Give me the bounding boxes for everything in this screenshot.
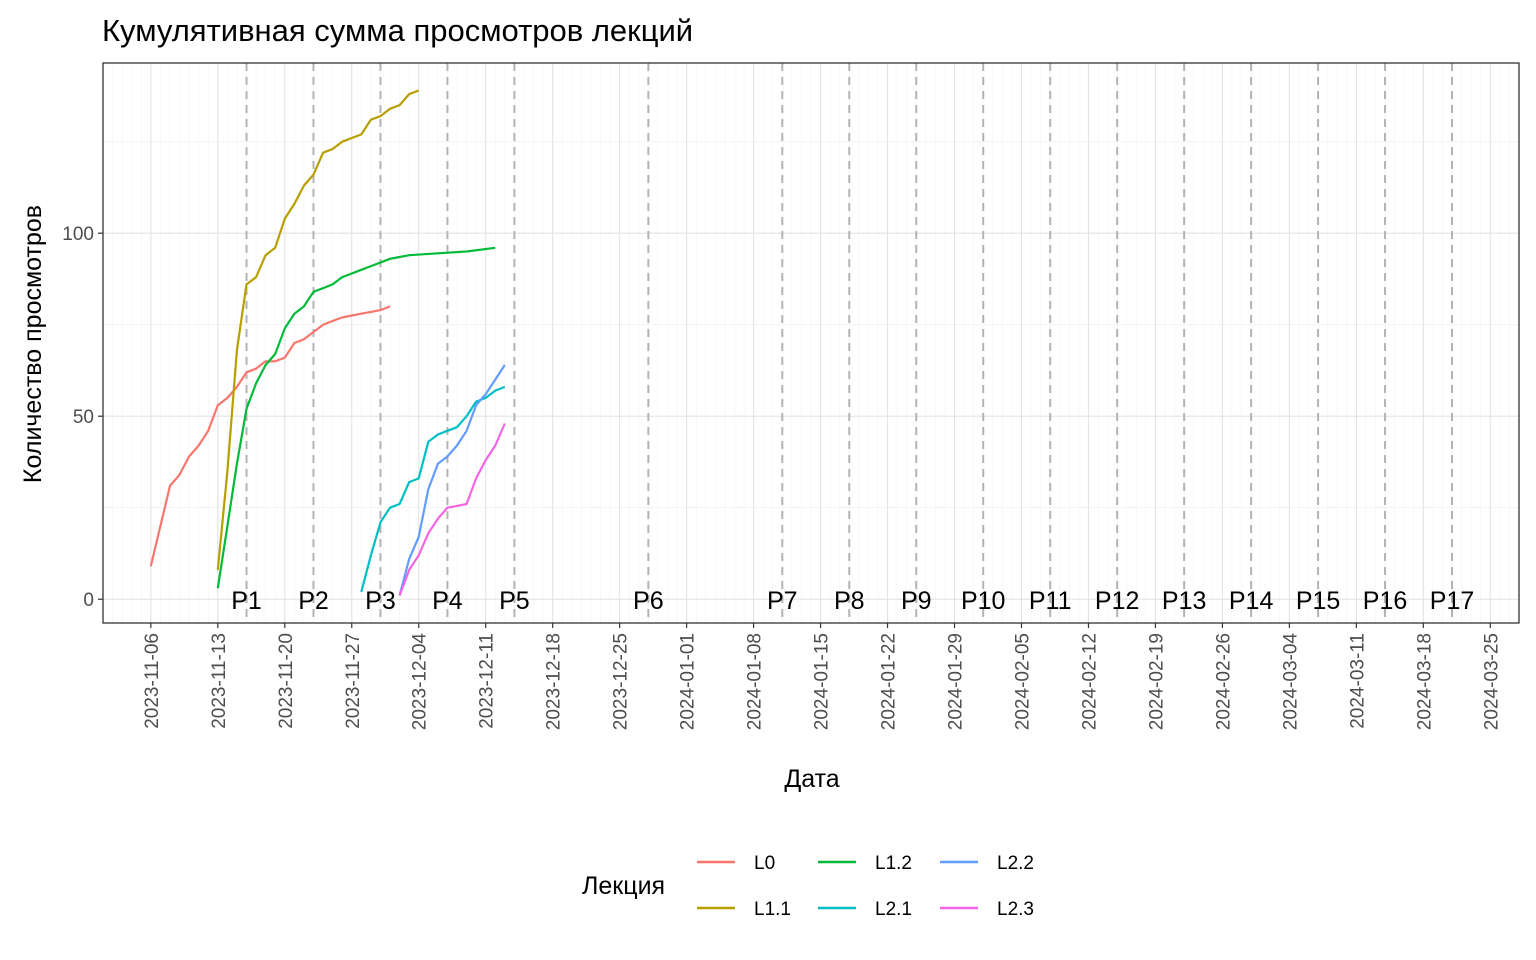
x-tick-label: 2024-01-29 (946, 633, 967, 730)
legend: Лекция L0 L1.1 L1.2 L2.1 L2.2 L2.3 (582, 853, 1034, 920)
series-lines (149, 89, 506, 596)
x-tick-label: 2024-02-05 (1012, 633, 1033, 730)
legend-label-l2-3: L2.3 (997, 899, 1034, 920)
legend-label-l2-2: L2.2 (997, 853, 1034, 874)
period-label-p14: P14 (1229, 587, 1274, 615)
period-label-p13: P13 (1162, 587, 1206, 615)
x-tick-label: 2024-01-22 (879, 633, 900, 730)
legend-label-l0: L0 (754, 853, 775, 874)
x-tick-label: 2024-02-19 (1146, 633, 1167, 730)
period-label-p16: P16 (1363, 587, 1407, 615)
period-label-p1: P1 (231, 587, 262, 615)
x-tick-label: 2024-01-15 (812, 633, 833, 730)
x-tick-label: 2023-11-13 (209, 633, 230, 729)
x-tick-label: 2024-02-12 (1079, 633, 1100, 730)
series-line-l2-2 (398, 364, 506, 596)
x-tick-label: 2023-12-11 (477, 633, 498, 729)
y-tick-label: 0 (83, 590, 94, 611)
period-label-p17: P17 (1430, 587, 1474, 615)
legend-title: Лекция (582, 872, 665, 900)
period-label-p5: P5 (499, 587, 530, 615)
x-tick-label: 2024-02-26 (1213, 633, 1234, 730)
series-line-l1-1 (216, 89, 420, 571)
y-axis: 0 50 100 (62, 224, 103, 611)
chart-title: Кумулятивная сумма просмотров лекций (102, 13, 693, 48)
x-tick-label: 2023-11-20 (276, 633, 297, 729)
period-label-p7: P7 (767, 587, 798, 615)
x-tick-label: 2024-03-25 (1481, 633, 1502, 730)
x-tick-label: 2024-01-08 (745, 633, 766, 730)
series-line-l1-2 (216, 246, 496, 589)
x-axis: 2023-11-06 2023-11-13 2023-11-20 2023-11-27… (142, 623, 1502, 730)
period-label-p6: P6 (633, 587, 664, 615)
period-label-p3: P3 (365, 587, 396, 615)
y-tick-label: 100 (62, 224, 94, 245)
x-tick-label: 2023-12-25 (611, 633, 632, 730)
period-label-p4: P4 (432, 587, 463, 615)
legend-label-l1-1: L1.1 (754, 899, 791, 920)
x-tick-label: 2023-11-27 (343, 633, 364, 729)
grid (102, 63, 1520, 623)
x-axis-title: Дата (784, 765, 839, 793)
x-tick-label: 2023-12-18 (544, 633, 565, 730)
series-line-l0 (149, 305, 391, 567)
x-tick-label: 2023-12-04 (410, 633, 431, 731)
series-line-l2-3 (398, 423, 506, 596)
x-tick-label: 2024-03-04 (1280, 633, 1301, 731)
panel-border (102, 62, 1520, 624)
x-tick-label: 2024-03-18 (1414, 633, 1435, 730)
period-labels: P1 P2 P3 P4 P5 P6 P7 P8 P9 P10 P11 P12 P13 P14 P15 P16 P… (231, 587, 1474, 615)
period-label-p2: P2 (298, 587, 329, 615)
period-label-p10: P10 (961, 587, 1005, 615)
y-tick-label: 50 (73, 407, 94, 428)
period-label-p8: P8 (834, 587, 865, 615)
period-label-p11: P11 (1029, 587, 1072, 615)
y-axis-title: Количество просмотров (19, 205, 47, 483)
series-line-l2-1 (360, 385, 506, 593)
period-label-p12: P12 (1095, 587, 1139, 615)
x-tick-label: 2024-03-11 (1347, 633, 1368, 729)
legend-label-l2-1: L2.1 (875, 899, 912, 920)
x-tick-label: 2024-01-01 (678, 633, 699, 730)
period-label-p15: P15 (1296, 587, 1340, 615)
period-label-p9: P9 (901, 587, 932, 615)
x-tick-label: 2023-11-06 (142, 633, 163, 729)
period-lines (245, 63, 1454, 623)
legend-label-l1-2: L1.2 (875, 853, 912, 874)
